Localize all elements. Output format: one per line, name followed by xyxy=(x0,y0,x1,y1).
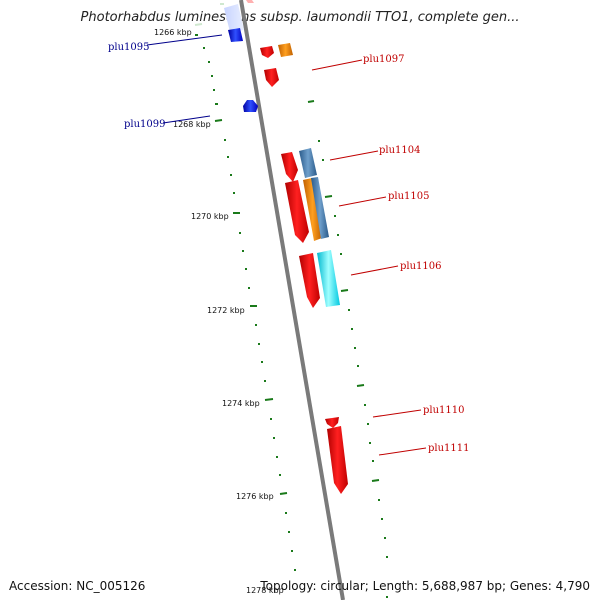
gene-plu1099[interactable] xyxy=(243,100,258,112)
gene-plu1097-b[interactable] xyxy=(278,43,293,57)
gene-features[interactable] xyxy=(228,0,348,494)
genome-title: Photorhabdus luminescens subsp. laumondi… xyxy=(80,10,520,25)
gene-plu1106-red[interactable] xyxy=(299,253,320,308)
kbp-label-1272: 1272 kbp xyxy=(207,306,245,315)
label-plu1095[interactable]: plu1095 xyxy=(108,42,150,53)
kbp-label-1270: 1270 kbp xyxy=(191,212,229,221)
label-plu1110[interactable]: plu1110 xyxy=(423,405,465,416)
gene-plu1110[interactable] xyxy=(325,417,339,428)
gene-plu1106-cyan[interactable] xyxy=(317,250,340,307)
kbp-label-1268: 1268 kbp xyxy=(173,120,211,129)
label-plu1099[interactable]: plu1099 xyxy=(124,119,166,130)
gene-plu1097-a[interactable] xyxy=(260,46,274,58)
genome-summary-text: Topology: circular; Length: 5,688,987 bp… xyxy=(260,579,590,593)
gene-plu1104-red[interactable] xyxy=(281,152,298,182)
genome-backbone xyxy=(239,0,345,600)
faded-red-feature xyxy=(246,0,254,3)
label-plu1105[interactable]: plu1105 xyxy=(388,191,430,202)
gene-plu1104-blue[interactable] xyxy=(299,148,317,178)
callout-lines xyxy=(146,34,427,456)
gene-plu1095[interactable] xyxy=(228,28,243,42)
label-plu1111[interactable]: plu1111 xyxy=(428,443,470,454)
label-plu1106[interactable]: plu1106 xyxy=(400,261,442,272)
kbp-label-1266: 1266 kbp xyxy=(154,28,192,37)
gene-plu1105-blue[interactable] xyxy=(311,177,329,239)
gene-plu1111[interactable] xyxy=(327,426,348,494)
label-plu1104[interactable]: plu1104 xyxy=(379,145,421,156)
kbp-label-1274: 1274 kbp xyxy=(222,399,260,408)
faded-feature xyxy=(224,4,244,32)
gene-plu1097-c[interactable] xyxy=(264,68,279,87)
label-plu1097[interactable]: plu1097 xyxy=(363,54,405,65)
accession-text: Accession: NC_005126 xyxy=(9,579,146,593)
right-tick-track xyxy=(194,3,388,598)
kbp-label-1276: 1276 kbp xyxy=(236,492,274,501)
kbp-label-1278: 1278 kbp xyxy=(246,586,284,595)
gene-plu1105-red[interactable] xyxy=(285,180,309,243)
left-tick-track xyxy=(195,34,296,571)
gene-plu1105-orange[interactable] xyxy=(303,178,322,241)
